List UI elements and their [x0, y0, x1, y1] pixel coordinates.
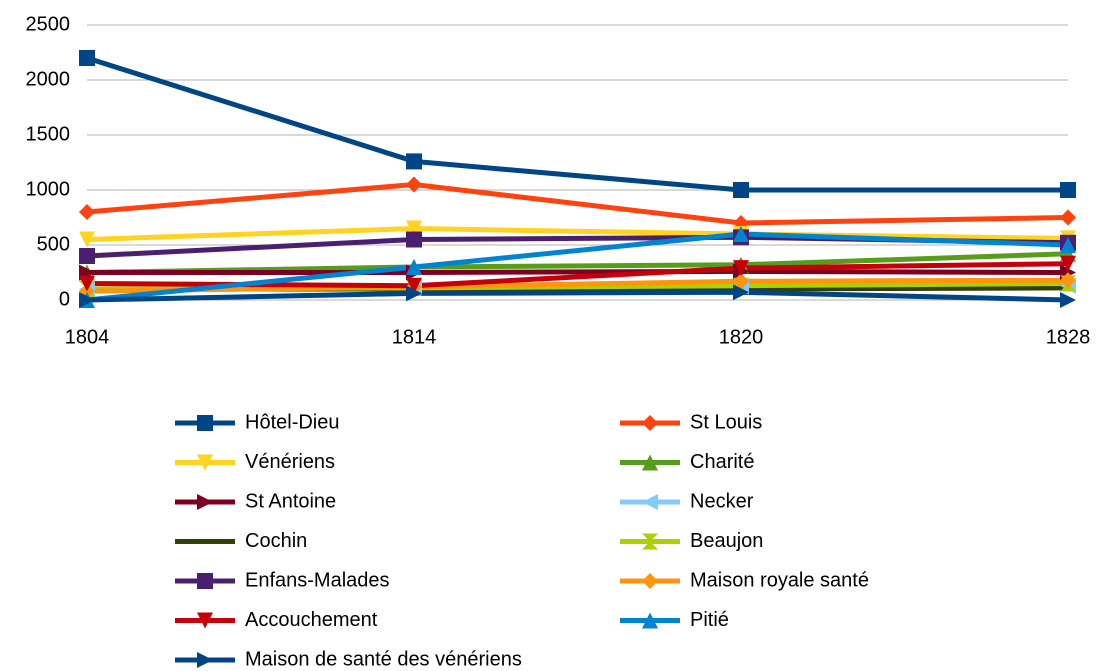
data-point: [1060, 209, 1076, 226]
y-tick-label: 1000: [26, 178, 71, 200]
legend-marker: [642, 573, 658, 589]
data-point: [406, 176, 422, 193]
legend-marker: [642, 612, 658, 629]
data-point: [79, 204, 95, 220]
y-tick-label: 0: [59, 288, 70, 310]
data-point: [733, 182, 749, 198]
legend-marker: [197, 415, 213, 431]
legend-marker: [197, 533, 213, 550]
data-point: [1060, 237, 1076, 253]
series-line: [86, 182, 1069, 226]
legend-label: Pitié: [690, 609, 729, 631]
y-tick-label: 2500: [26, 13, 71, 35]
series-line: [86, 231, 1069, 303]
series-line: [86, 55, 1068, 193]
x-tick-label: 1814: [392, 326, 437, 348]
x-tick-label: 1828: [1046, 326, 1091, 348]
data-point: [406, 285, 422, 302]
data-point: [79, 292, 95, 308]
legend-label: Hôtel-Dieu: [245, 411, 339, 433]
data-point: [79, 50, 95, 66]
legend-label: St Louis: [690, 411, 762, 433]
data-point: [79, 275, 95, 292]
legend-marker: [197, 573, 213, 589]
y-tick-label: 500: [37, 233, 70, 255]
legend-marker: [642, 494, 658, 510]
legend-label: Necker: [690, 490, 754, 512]
data-point: [406, 220, 422, 237]
data-point: [733, 260, 749, 277]
legend-label: St Antoine: [245, 490, 336, 512]
y-tick-label: 1500: [26, 123, 71, 145]
legend-marker: [197, 494, 213, 510]
data-point: [79, 248, 95, 264]
data-point: [733, 284, 749, 301]
legend-marker: [642, 533, 658, 550]
series-line: [86, 226, 1069, 242]
data-point: [406, 231, 422, 248]
x-tick-label: 1804: [65, 326, 110, 348]
legend-marker: [642, 415, 658, 431]
series-line: [86, 289, 1069, 303]
legend-label: Beaujon: [690, 530, 763, 552]
data-point: [733, 273, 749, 290]
data-point: [1060, 292, 1076, 308]
series-line: [86, 251, 1069, 275]
legend-marker: [197, 652, 213, 668]
legend-marker: [197, 454, 213, 471]
legend-label: Vénériens: [245, 451, 335, 473]
series-line: [87, 268, 1069, 275]
legend-marker: [197, 612, 213, 629]
data-point: [406, 153, 422, 170]
legend-label: Maison de santé des vénériens: [245, 648, 522, 670]
legend-marker: [642, 454, 658, 471]
data-point: [1060, 182, 1076, 198]
data-point: [406, 277, 422, 294]
legend-label: Cochin: [245, 530, 307, 552]
data-point: [406, 259, 422, 275]
data-point: [1060, 255, 1076, 272]
legend-label: Charité: [690, 451, 754, 473]
series-line: [86, 277, 1069, 294]
data-point: [1060, 272, 1076, 289]
legend-label: Accouchement: [245, 609, 378, 631]
x-tick-label: 1820: [719, 326, 764, 348]
data-point: [79, 231, 95, 248]
y-tick-label: 2000: [26, 68, 71, 90]
data-point: [733, 226, 749, 242]
legend-label: Maison royale santé: [690, 569, 869, 591]
legend-label: Enfans-Malades: [245, 569, 390, 591]
